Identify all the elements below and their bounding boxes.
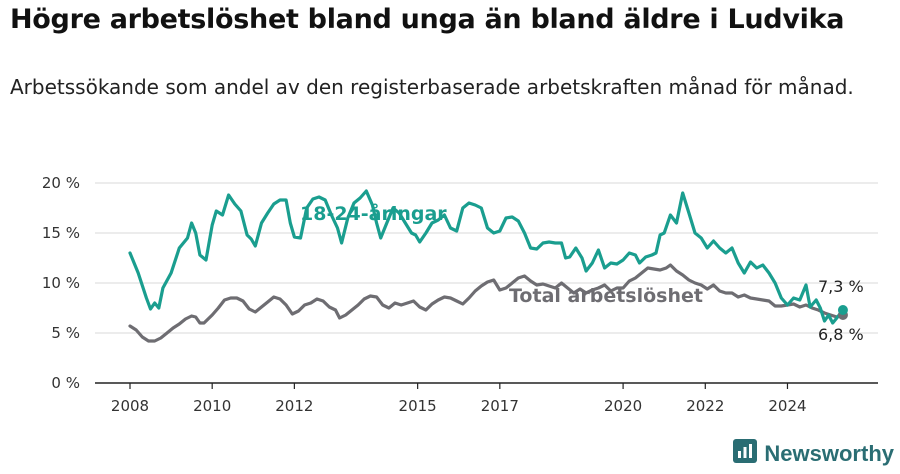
end-point-youth [837,305,848,315]
series-label-total: Total arbetslöshet [509,285,703,307]
y-tick-label: 5 % [51,324,80,342]
y-tick-label: 20 % [42,174,80,192]
y-axis-tick-labels: 0 % 5 % 10 % 15 % 20 % [42,174,80,392]
x-tick-label: 2024 [768,397,806,415]
x-tick-label: 2008 [111,397,149,415]
x-tick-label: 2022 [686,397,724,415]
y-tick-label: 15 % [42,224,80,242]
x-tick-label: 2010 [193,397,231,415]
y-tick-label: 0 % [51,374,80,392]
x-axis: 2008 2010 2012 2015 2017 2020 2022 2024 [111,383,807,415]
brand-name: Newsworthy [764,441,894,466]
chart-subtitle: Arbetssökande som andel av den registerb… [10,75,854,99]
newsworthy-brand: Newsworthy [732,438,894,470]
chart-title: Högre arbetslöshet bland unga än bland ä… [10,4,845,35]
x-tick-label: 2015 [399,397,437,415]
y-tick-label: 10 % [42,274,80,292]
series-line-youth [128,189,845,325]
x-tick-label: 2012 [275,397,313,415]
newsworthy-logo-icon [732,438,758,470]
series-line-total [128,263,845,343]
series-lines [128,189,848,343]
series-labels: 18-24-åringar Total arbetslöshet 7,3 % 6… [300,201,864,344]
end-label-total: 6,8 % [818,325,864,344]
x-tick-label: 2017 [481,397,519,415]
series-label-youth: 18-24-åringar [300,201,447,225]
x-tick-label: 2020 [604,397,642,415]
end-label-youth: 7,3 % [818,277,864,296]
